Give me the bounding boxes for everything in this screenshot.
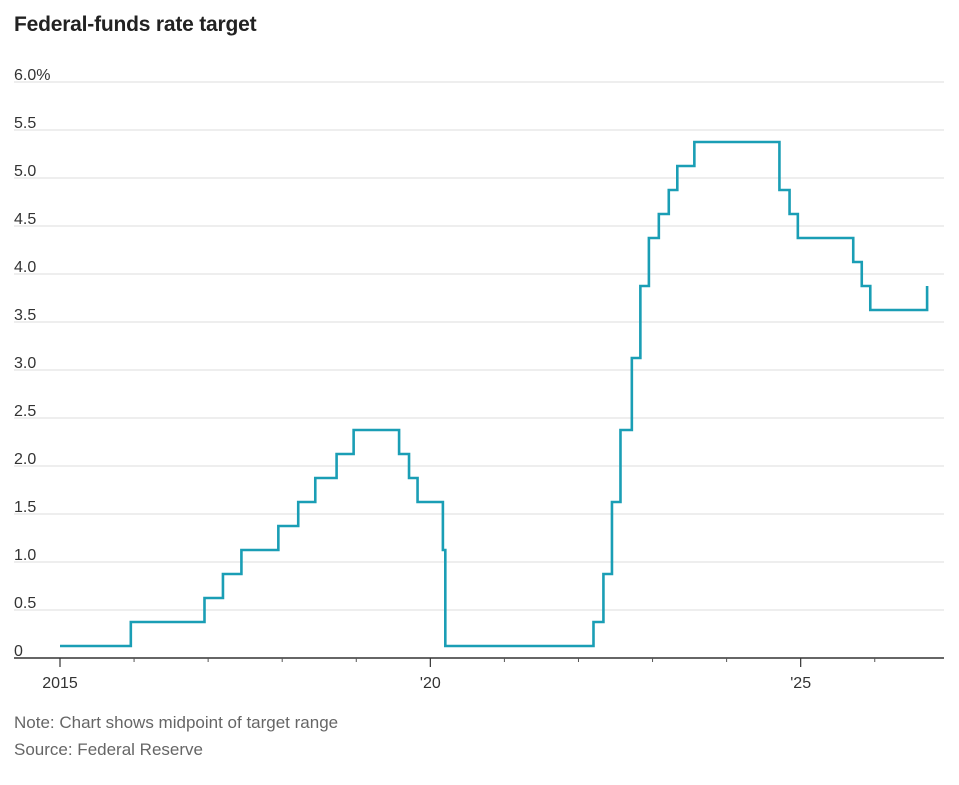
y-tick-label: 4.5 xyxy=(14,211,36,228)
y-tick-label: 1.5 xyxy=(14,499,36,516)
x-tick-label: '25 xyxy=(790,675,811,692)
y-tick-label: 5.5 xyxy=(14,115,36,132)
y-tick-label: 2.5 xyxy=(14,403,36,420)
y-tick-label: 6.0% xyxy=(14,67,50,84)
chart-source: Source: Federal Reserve xyxy=(14,740,203,759)
chart-note: Note: Chart shows midpoint of target ran… xyxy=(14,713,339,732)
series-lines xyxy=(60,140,929,648)
y-tick-labels: 0 0.5 1.0 1.5 2.0 2.5 3.0 3.5 4.0 4.5 5.0 5.5 6.0% xyxy=(14,67,50,660)
chart-title: Federal-funds rate target xyxy=(14,13,257,36)
x-axis: 2015 '20 '25 xyxy=(14,657,944,692)
y-tick-label: 3.5 xyxy=(14,307,36,324)
y-tick-label: 5.0 xyxy=(14,163,36,180)
y-tick-label: 1.0 xyxy=(14,547,36,564)
grid-lines xyxy=(14,81,944,611)
y-tick-label: 3.0 xyxy=(14,355,36,372)
y-tick-label: 2.0 xyxy=(14,451,36,468)
y-tick-label: 4.0 xyxy=(14,259,36,276)
y-tick-label: 0 xyxy=(14,643,23,660)
x-tick-label: 2015 xyxy=(42,675,78,692)
x-tick-label: '20 xyxy=(420,675,441,692)
y-tick-label: 0.5 xyxy=(14,595,36,612)
series-line xyxy=(60,140,929,648)
